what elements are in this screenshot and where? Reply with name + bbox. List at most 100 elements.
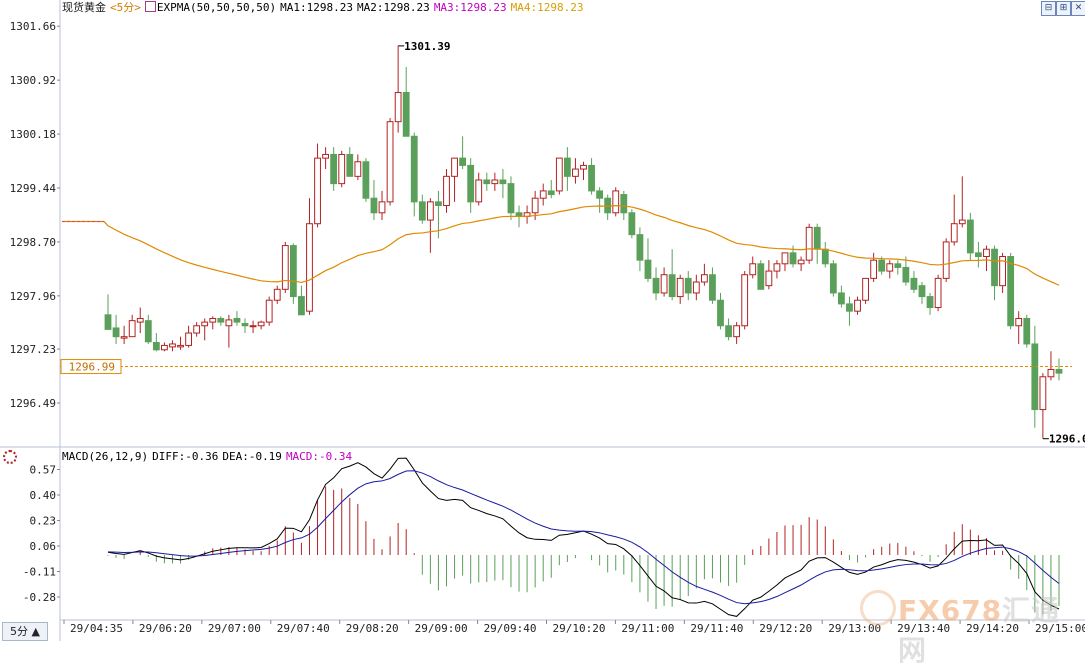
- settings-icon[interactable]: [3, 450, 17, 464]
- candle-body: [265, 299, 273, 323]
- x-tick-label: 29/11:40: [690, 622, 743, 635]
- close-button[interactable]: ✕: [1071, 1, 1085, 16]
- candle: [1047, 351, 1055, 381]
- candle: [563, 147, 571, 191]
- candle: [612, 187, 620, 217]
- candle-body: [588, 164, 595, 192]
- candle-body: [289, 245, 297, 298]
- candle: [975, 241, 982, 268]
- candle: [120, 325, 128, 344]
- candle: [926, 292, 934, 315]
- candle: [709, 267, 716, 304]
- candle-body: [1015, 317, 1023, 327]
- candle: [322, 147, 330, 170]
- period-label[interactable]: <5分>: [110, 1, 141, 14]
- candle: [733, 322, 741, 344]
- indicator-name[interactable]: EXPMA(50,50,50,50): [156, 1, 277, 14]
- candle-body: [733, 325, 741, 338]
- candle: [717, 292, 724, 330]
- macd-tick-label: 0.57: [30, 464, 57, 477]
- candle: [386, 118, 394, 206]
- candle: [257, 320, 265, 330]
- candle: [418, 194, 426, 224]
- macd-name[interactable]: MACD(26,12,9): [62, 450, 149, 463]
- candle: [201, 318, 209, 341]
- candle-body: [1007, 256, 1015, 327]
- candle-body: [1039, 376, 1047, 411]
- candle: [942, 238, 950, 283]
- candle-body: [692, 281, 700, 294]
- price-tick-label: 1297.96: [10, 290, 56, 303]
- candle: [684, 271, 692, 301]
- price-tick-label: 1300.92: [10, 74, 56, 87]
- watermark-logo-icon: [860, 590, 896, 626]
- candle: [289, 243, 297, 304]
- candle: [233, 311, 241, 326]
- ma4-value: MA4:1298.23: [510, 1, 584, 14]
- expma-line: [62, 205, 1060, 286]
- candle-body: [644, 259, 652, 279]
- candle: [338, 150, 346, 188]
- candle-body: [660, 274, 668, 294]
- macd-tick-label: 0.23: [30, 515, 57, 528]
- candle: [676, 274, 684, 304]
- candle-body: [112, 327, 120, 338]
- candle-body: [725, 325, 732, 338]
- candle-body: [846, 303, 853, 312]
- candle: [402, 67, 410, 137]
- candle: [547, 179, 555, 199]
- candle: [902, 256, 910, 286]
- macd-dea: DEA:-0.19: [222, 450, 282, 463]
- candle: [298, 285, 305, 316]
- candle: [636, 227, 644, 272]
- candle: [628, 209, 636, 239]
- candle-body: [298, 296, 305, 316]
- price-tick-label: 1298.70: [10, 236, 56, 249]
- candle-body: [539, 190, 547, 199]
- macd-tick-label: 0.40: [30, 489, 57, 502]
- watermark: FX678汇通网: [898, 594, 1061, 667]
- candle-body: [563, 157, 571, 177]
- macd-value: MACD:-0.34: [285, 450, 353, 463]
- candle-body: [209, 317, 217, 323]
- minimize-button[interactable]: ⊟: [1041, 1, 1056, 16]
- candle-body: [709, 274, 716, 301]
- candle-body: [1031, 343, 1039, 411]
- candle-body: [966, 219, 974, 254]
- candle: [459, 136, 467, 170]
- candle-body: [950, 223, 958, 243]
- candle-body: [942, 241, 950, 279]
- candle: [225, 314, 233, 348]
- candle: [660, 267, 668, 297]
- candle: [362, 158, 370, 202]
- candle-body: [435, 201, 442, 206]
- high-label: 1301.39: [404, 40, 450, 53]
- candle-body: [370, 197, 378, 214]
- candle: [281, 241, 289, 293]
- candle: [507, 176, 515, 221]
- candle: [773, 260, 781, 279]
- period-tab[interactable]: 5分 ▲: [2, 622, 48, 641]
- candle-body: [451, 157, 458, 177]
- candle-body: [676, 277, 684, 298]
- candle-body: [1047, 368, 1055, 378]
- candle: [249, 320, 257, 334]
- macd-header: MACD(26,12,9) DIFF:-0.36 DEA:-0.19 MACD:-0.…: [62, 449, 356, 465]
- candle-body: [120, 336, 128, 339]
- candle-body: [499, 179, 507, 185]
- candle-body: [757, 263, 765, 290]
- candle-body: [185, 332, 192, 346]
- candle: [555, 157, 563, 195]
- candle: [1031, 325, 1039, 428]
- maximize-button[interactable]: ⊞: [1056, 1, 1071, 16]
- candle-body: [402, 92, 410, 137]
- candle-body: [773, 263, 781, 272]
- candle-body: [152, 342, 160, 351]
- candle-body: [426, 201, 434, 221]
- candle-body: [854, 299, 861, 312]
- candle-body: [144, 320, 152, 343]
- candle: [491, 172, 499, 191]
- indicator-icon[interactable]: [144, 1, 156, 12]
- candle: [346, 147, 354, 177]
- candle-body: [958, 219, 966, 225]
